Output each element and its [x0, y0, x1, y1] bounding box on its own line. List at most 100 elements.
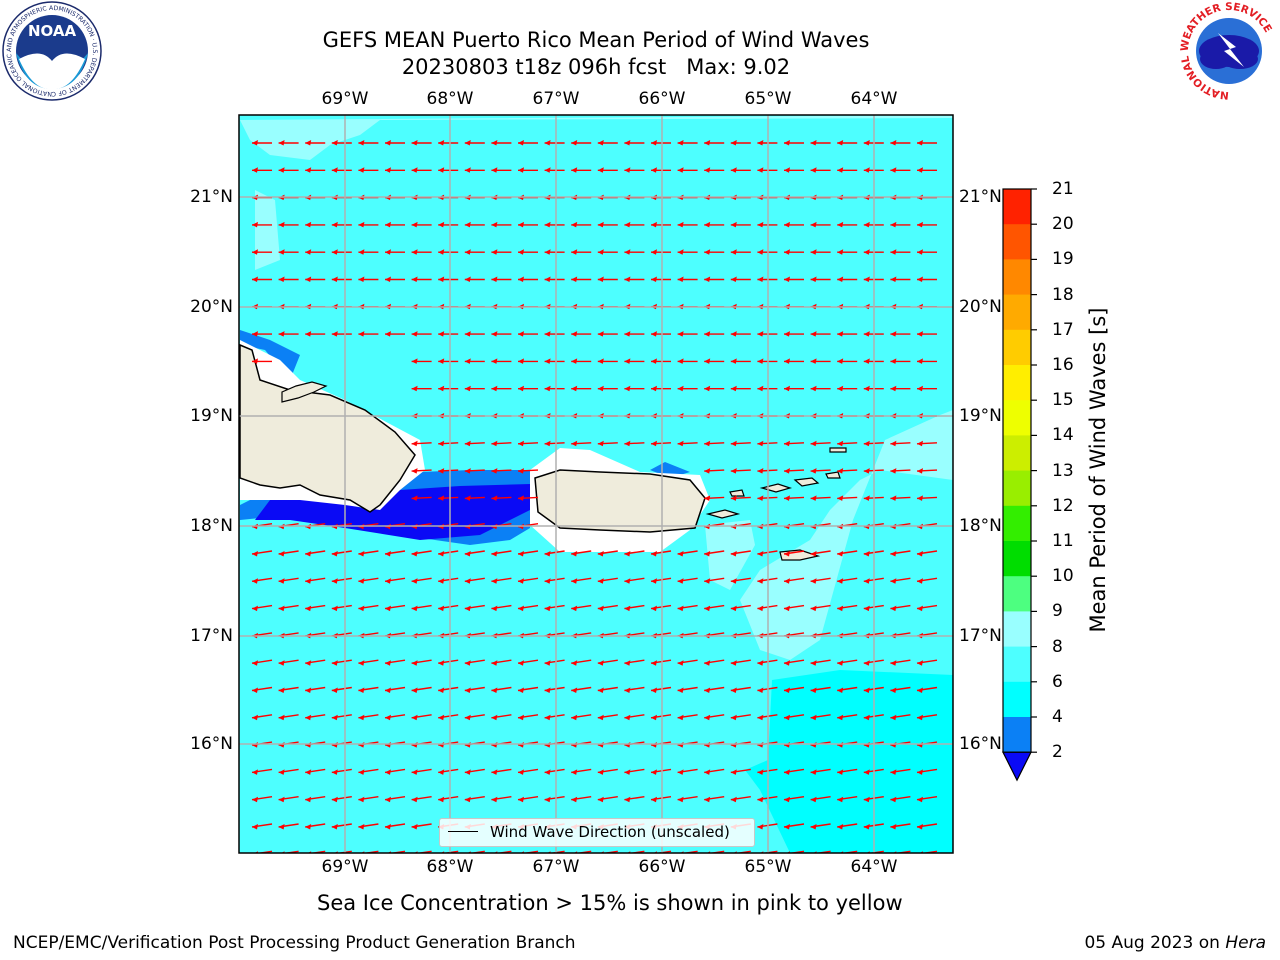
wind-wave-arrow: [518, 167, 538, 173]
wind-wave-arrow: [491, 167, 512, 173]
wind-wave-arrow: [650, 550, 672, 557]
wind-wave-arrow: [730, 796, 751, 803]
wind-wave-arrow: [651, 385, 671, 392]
wind-wave-arrow: [331, 686, 352, 693]
wind-wave-arrow: [624, 276, 645, 282]
wind-wave-arrow: [810, 249, 831, 255]
lat-label-right-20n: 20°N: [959, 297, 1002, 317]
colorbar-tickmarks: [1031, 188, 1037, 753]
wind-wave-arrow: [810, 796, 831, 803]
wind-wave-arrow: [704, 358, 725, 364]
wind-wave-arrow: [810, 167, 831, 173]
wind-wave-arrow: [704, 686, 725, 693]
wind-wave-arrow: [810, 495, 831, 501]
wind-wave-arrow: [464, 796, 485, 803]
wind-wave-arrow: [730, 440, 751, 447]
wind-wave-arrow: [890, 468, 911, 474]
wind-wave-arrow: [384, 550, 406, 557]
wind-wave-arrow: [730, 604, 751, 612]
colorbar-tick-label: 14: [1052, 425, 1074, 446]
tortuga-land: [281, 381, 328, 403]
colorbar-band: [1003, 611, 1031, 648]
colorbar-tick-label: 13: [1052, 460, 1074, 481]
wind-wave-arrow: [571, 577, 592, 584]
map-frame: [238, 114, 954, 854]
wind-wave-arrow: [438, 331, 459, 337]
wind-wave-arrow: [251, 686, 273, 693]
wind-wave-arrow: [624, 140, 645, 146]
wind-wave-arrow: [810, 140, 831, 146]
wind-wave-arrow: [544, 550, 565, 557]
wind-wave-arrow: [385, 276, 405, 282]
wind-wave-arrow: [411, 221, 432, 228]
wind-wave-arrow: [491, 440, 512, 447]
colorbar-band: [1003, 505, 1031, 542]
wind-wave-arrow: [438, 495, 459, 501]
colorbar-band: [1003, 470, 1031, 507]
wind-wave-arrow: [810, 221, 831, 228]
colorbar-band: [1003, 541, 1031, 577]
wind-wave-arrow: [411, 495, 432, 501]
wind-wave-arrow: [677, 331, 698, 337]
wind-wave-arrow: [837, 604, 858, 612]
wind-wave-arrow: [730, 358, 751, 364]
wind-wave-arrow: [411, 796, 432, 803]
wind-wave-arrow: [252, 358, 272, 364]
wind-wave-arrow: [597, 167, 618, 173]
wind-wave-arrow: [517, 604, 539, 612]
wind-wave-arrow: [837, 468, 858, 474]
colorbar-tick-label: 6: [1052, 671, 1063, 692]
wind-wave-arrow: [916, 823, 938, 830]
wind-wave-arrow: [491, 249, 512, 255]
colorbar-band: [1003, 681, 1031, 718]
wind-wave-arrow: [677, 358, 698, 364]
wind-wave-arrow: [358, 823, 379, 830]
wind-wave-arrow: [464, 686, 485, 693]
wind-wave-arrow: [438, 659, 459, 666]
wind-wave-arrow: [783, 796, 805, 803]
wind-wave-arrow: [784, 276, 804, 282]
wind-wave-arrow: [704, 140, 725, 146]
wind-wave-arrow: [358, 249, 379, 255]
wind-wave-arrows: [251, 140, 938, 853]
wind-wave-arrow: [917, 249, 937, 255]
wind-wave-arrow: [278, 221, 299, 228]
colorbar-band: [1003, 365, 1031, 401]
wind-wave-arrow: [916, 468, 938, 474]
wind-wave-arrow: [730, 550, 751, 557]
wind-wave-arrow: [491, 221, 512, 228]
colorbar-tick-label: 19: [1052, 249, 1074, 270]
wind-wave-arrow: [837, 358, 858, 364]
wind-wave-arrow: [518, 385, 538, 392]
wind-wave-arrow: [491, 495, 512, 501]
wind-wave-arrow: [917, 385, 937, 392]
wind-wave-arrow: [810, 468, 831, 474]
wind-wave-arrow: [624, 331, 645, 337]
wind-wave-arrow: [917, 331, 937, 337]
wind-wave-arrow: [651, 140, 671, 146]
colorbar-band: [1003, 189, 1031, 225]
wind-wave-arrow: [571, 331, 592, 337]
wind-wave-arrow: [730, 768, 751, 775]
wind-wave-arrow: [544, 659, 565, 666]
wind-wave-arrow: [571, 796, 592, 803]
wind-wave-arrow: [650, 577, 672, 584]
wind-wave-arrow: [783, 686, 805, 693]
wind-wave-arrow: [650, 659, 672, 666]
wind-wave-arrow: [278, 714, 299, 721]
wind-wave-arrow: [518, 331, 538, 337]
colorbar-band: [1003, 646, 1031, 683]
wind-wave-arrow: [411, 140, 432, 146]
wind-wave-arrow: [491, 550, 512, 557]
wind-wave-arrow: [438, 358, 459, 364]
wind-wave-arrow: [624, 249, 645, 255]
wind-wave-arrow: [571, 659, 592, 666]
wind-wave-arrow: [278, 167, 299, 173]
colorbar-tick-label: 9: [1052, 601, 1063, 622]
wind-wave-arrow: [518, 249, 538, 255]
lon-label-bottom-68w: 68°W: [426, 857, 474, 877]
wind-wave-arrow: [278, 577, 299, 584]
wind-wave-arrow: [730, 249, 751, 255]
wind-wave-arrow: [384, 768, 406, 775]
wind-wave-arrow: [810, 550, 831, 557]
